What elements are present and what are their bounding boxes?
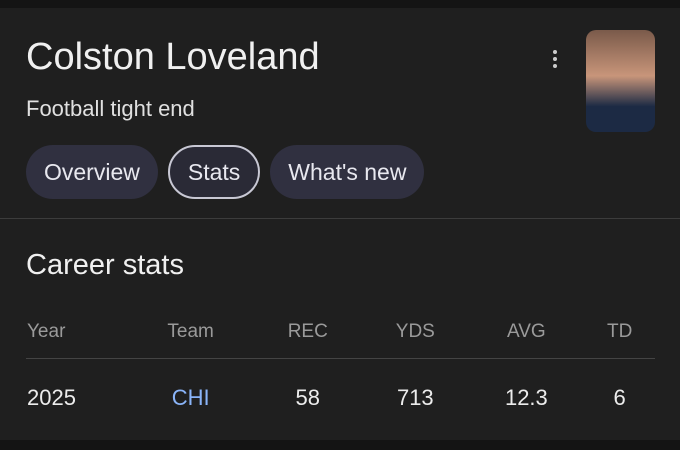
cell: 58 [295, 385, 320, 410]
stats-table: Year Team REC YDS AVG TD 2025 CHI 58 713 12.3 6 [26, 306, 655, 437]
separator [0, 218, 680, 219]
column-header: Team [128, 306, 254, 359]
cell: 713 [396, 385, 434, 410]
column-header: Year [26, 306, 128, 359]
section-title: Career stats [26, 249, 184, 281]
tab[interactable]: Overview [26, 145, 158, 199]
column-header: TD [584, 306, 655, 359]
bottom-bar [0, 440, 680, 450]
subtitle: Football tight end [26, 96, 195, 121]
column-header: AVG [468, 306, 585, 359]
cell: 6 [613, 385, 626, 410]
cell: 12.3 [504, 385, 548, 410]
tab[interactable]: Stats [167, 145, 261, 199]
row: 2025 CHI 58 713 12.3 6 [26, 359, 655, 438]
more-menu[interactable] [553, 50, 559, 71]
top-bar [0, 0, 680, 8]
cell: 2025 [27, 385, 76, 410]
column-header: YDS [362, 306, 469, 359]
tabs: Overview Stats What's new [26, 145, 425, 199]
tab[interactable]: What's new [270, 145, 425, 199]
title: Colston Loveland [26, 36, 320, 78]
photo[interactable] [586, 30, 655, 132]
column-header: REC [253, 306, 363, 359]
cell[interactable]: CHI [171, 385, 210, 410]
